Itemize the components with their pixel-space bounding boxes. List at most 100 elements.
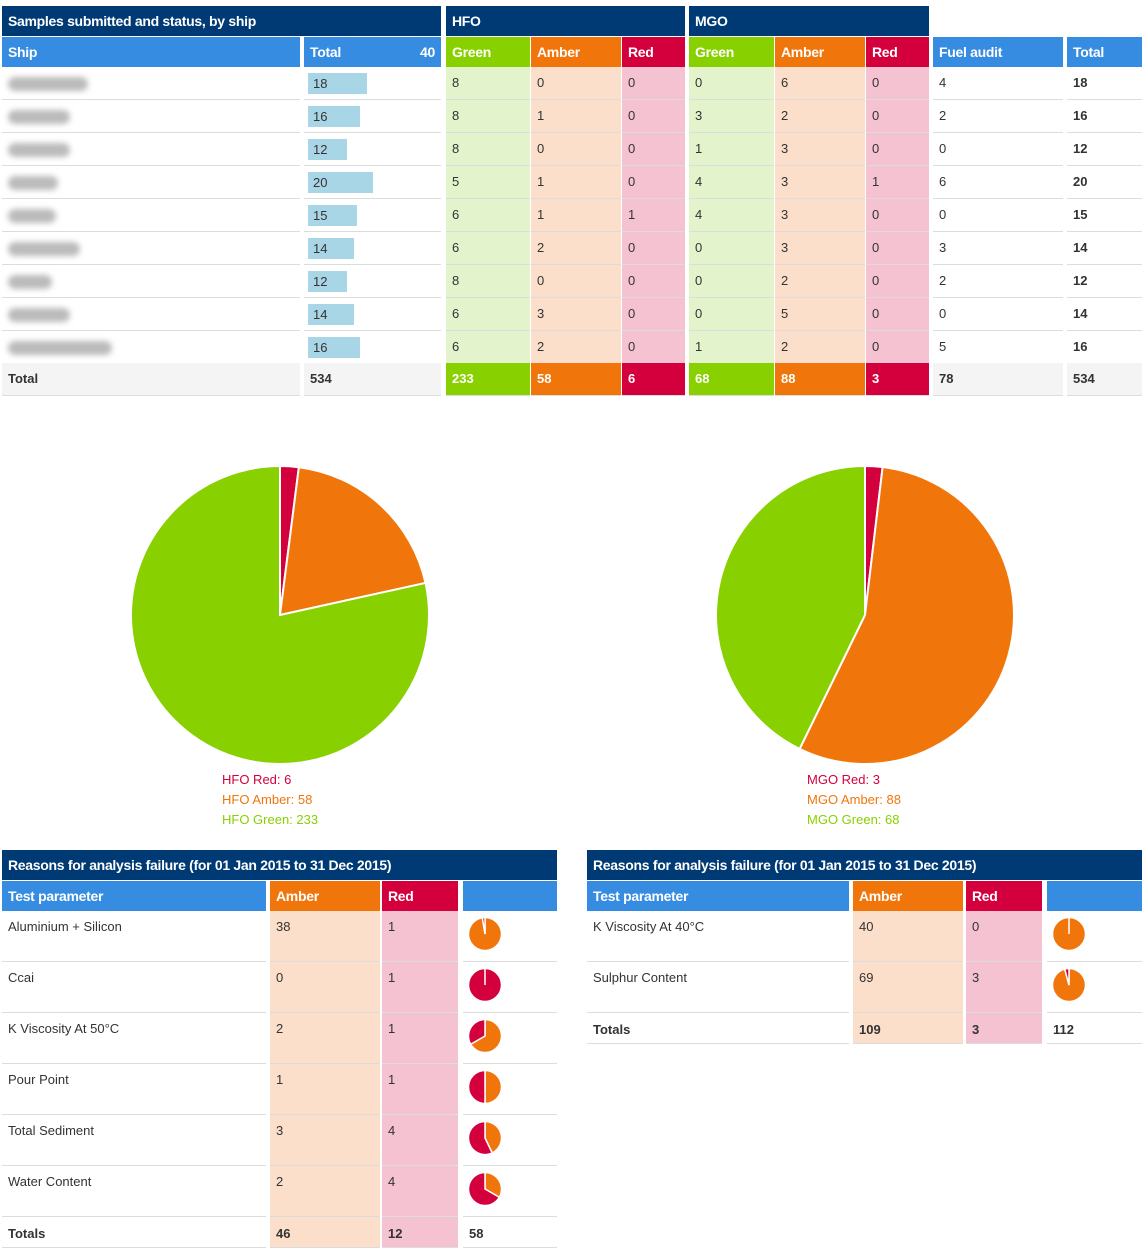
mgo-slice-green[interactable] — [715, 464, 866, 751]
mini-pie-chart[interactable] — [467, 916, 507, 956]
header-hfo-amber[interactable]: Amber — [531, 37, 621, 67]
red-total: 3 — [966, 1013, 1042, 1044]
header-chart — [1047, 881, 1142, 911]
ship-total-bar — [308, 337, 360, 358]
header-total-max: 40 — [420, 44, 435, 60]
header-test-parameter[interactable]: Test parameter — [587, 881, 849, 911]
ship-name-cell[interactable] — [2, 199, 300, 232]
mini-slice-red[interactable] — [467, 1171, 501, 1207]
amber-count-cell: 2 — [270, 1013, 380, 1064]
table-cell: 0 — [531, 133, 621, 166]
table-cell: 4 — [689, 199, 774, 232]
ship-name-cell[interactable] — [2, 265, 300, 298]
mini-slice-amber[interactable] — [484, 1069, 503, 1105]
total-cell: 58 — [531, 363, 621, 396]
ship-name-cell[interactable] — [2, 67, 300, 100]
red-count-cell: 3 — [966, 962, 1042, 1013]
test-parameter-cell: K Viscosity At 50°C — [2, 1013, 266, 1064]
red-count-cell: 1 — [382, 962, 458, 1013]
table-cell: 3 — [775, 199, 865, 232]
header-mgo-green[interactable]: Green — [689, 37, 774, 67]
table-cell: 0 — [866, 133, 929, 166]
mini-pie-chart[interactable] — [467, 1069, 507, 1109]
ship-name-cell[interactable] — [2, 298, 300, 331]
table-cell: 1 — [689, 331, 774, 364]
table-cell: 0 — [622, 298, 685, 331]
table-cell: 0 — [866, 265, 929, 298]
totals-label: Totals — [2, 1217, 266, 1248]
hfo-pie-chart — [130, 464, 430, 765]
mini-pie-cell — [463, 1166, 557, 1217]
header-red[interactable]: Red — [382, 881, 458, 911]
header-amber[interactable]: Amber — [270, 881, 380, 911]
legend-item: HFO Amber: 58 — [222, 792, 313, 807]
header-red[interactable]: Red — [966, 881, 1042, 911]
table-cell: 1 — [866, 166, 929, 199]
test-parameter-cell: Ccai — [2, 962, 266, 1013]
header-test-parameter[interactable]: Test parameter — [2, 881, 266, 911]
table-cell: 14 — [1067, 232, 1142, 265]
header-total-label: Total — [310, 44, 341, 60]
ship-total-value: 14 — [313, 241, 328, 256]
header-grand-total[interactable]: Total — [1067, 37, 1142, 67]
mini-pie-chart[interactable] — [1051, 916, 1091, 956]
table-cell: 2 — [531, 232, 621, 265]
mini-pie-chart[interactable] — [467, 967, 507, 1007]
header-mgo-amber[interactable]: Amber — [775, 37, 865, 67]
mini-pie-chart[interactable] — [467, 1171, 507, 1211]
grand-total: 112 — [1047, 1013, 1142, 1044]
table-cell: 5 — [446, 166, 530, 199]
ship-name-cell[interactable] — [2, 100, 300, 133]
header-total[interactable]: Total 40 — [304, 37, 441, 67]
header-amber[interactable]: Amber — [853, 881, 963, 911]
mini-slice-red[interactable] — [467, 1018, 486, 1046]
mini-pie-cell — [463, 1013, 557, 1064]
ship-name-cell[interactable] — [2, 331, 300, 364]
hfo-slice-green[interactable] — [130, 464, 430, 765]
hfo-title: HFO — [446, 6, 685, 36]
table-cell: 8 — [446, 67, 530, 100]
mini-slice-red[interactable] — [467, 1120, 494, 1156]
hfo-slice-amber[interactable] — [278, 466, 427, 617]
ship-name-cell[interactable] — [2, 232, 300, 265]
header-hfo-green[interactable]: Green — [446, 37, 530, 67]
mini-slice-red[interactable] — [467, 1069, 486, 1105]
mgo-title: MGO — [689, 6, 929, 36]
ship-name-cell[interactable] — [2, 166, 300, 199]
ship-total-value: 14 — [313, 307, 328, 322]
table-cell: 3 — [775, 133, 865, 166]
table-cell: 8 — [446, 100, 530, 133]
amber-count-cell: 69 — [853, 962, 963, 1013]
table-cell: 0 — [933, 298, 1063, 331]
amber-count-cell: 0 — [270, 962, 380, 1013]
mini-slice-red[interactable] — [1063, 967, 1070, 986]
table-cell: 0 — [622, 166, 685, 199]
header-mgo-red[interactable]: Red — [866, 37, 929, 67]
red-count-cell: 4 — [382, 1115, 458, 1166]
mini-pie-chart[interactable] — [1051, 967, 1091, 1007]
ship-total-value: 15 — [313, 208, 328, 223]
legend-item: HFO Green: 233 — [222, 812, 319, 827]
table-cell: 0 — [531, 265, 621, 298]
mini-slice-amber[interactable] — [469, 1018, 503, 1054]
header-ship[interactable]: Ship — [2, 37, 300, 67]
mgo-slice-amber[interactable] — [798, 465, 1015, 765]
table-cell: 0 — [689, 67, 774, 100]
mini-pie-cell — [463, 1115, 557, 1166]
table-cell: 2 — [775, 265, 865, 298]
red-count-cell: 4 — [382, 1166, 458, 1217]
table-cell: 6 — [446, 232, 530, 265]
mini-pie-chart[interactable] — [467, 1018, 507, 1058]
mini-slice-red[interactable] — [481, 916, 486, 935]
test-parameter-cell: Aluminium + Silicon — [2, 911, 266, 962]
header-hfo-red[interactable]: Red — [622, 37, 685, 67]
mini-pie-chart[interactable] — [467, 1120, 507, 1160]
mini-pie-cell — [463, 962, 557, 1013]
ship-name-redacted — [8, 77, 88, 91]
mini-pie-cell — [1047, 911, 1142, 962]
table-cell: 12 — [1067, 265, 1142, 298]
ship-name-cell[interactable] — [2, 133, 300, 166]
header-fuel-audit[interactable]: Fuel audit — [933, 37, 1063, 67]
table-cell: 1 — [531, 100, 621, 133]
table-cell: 0 — [866, 232, 929, 265]
